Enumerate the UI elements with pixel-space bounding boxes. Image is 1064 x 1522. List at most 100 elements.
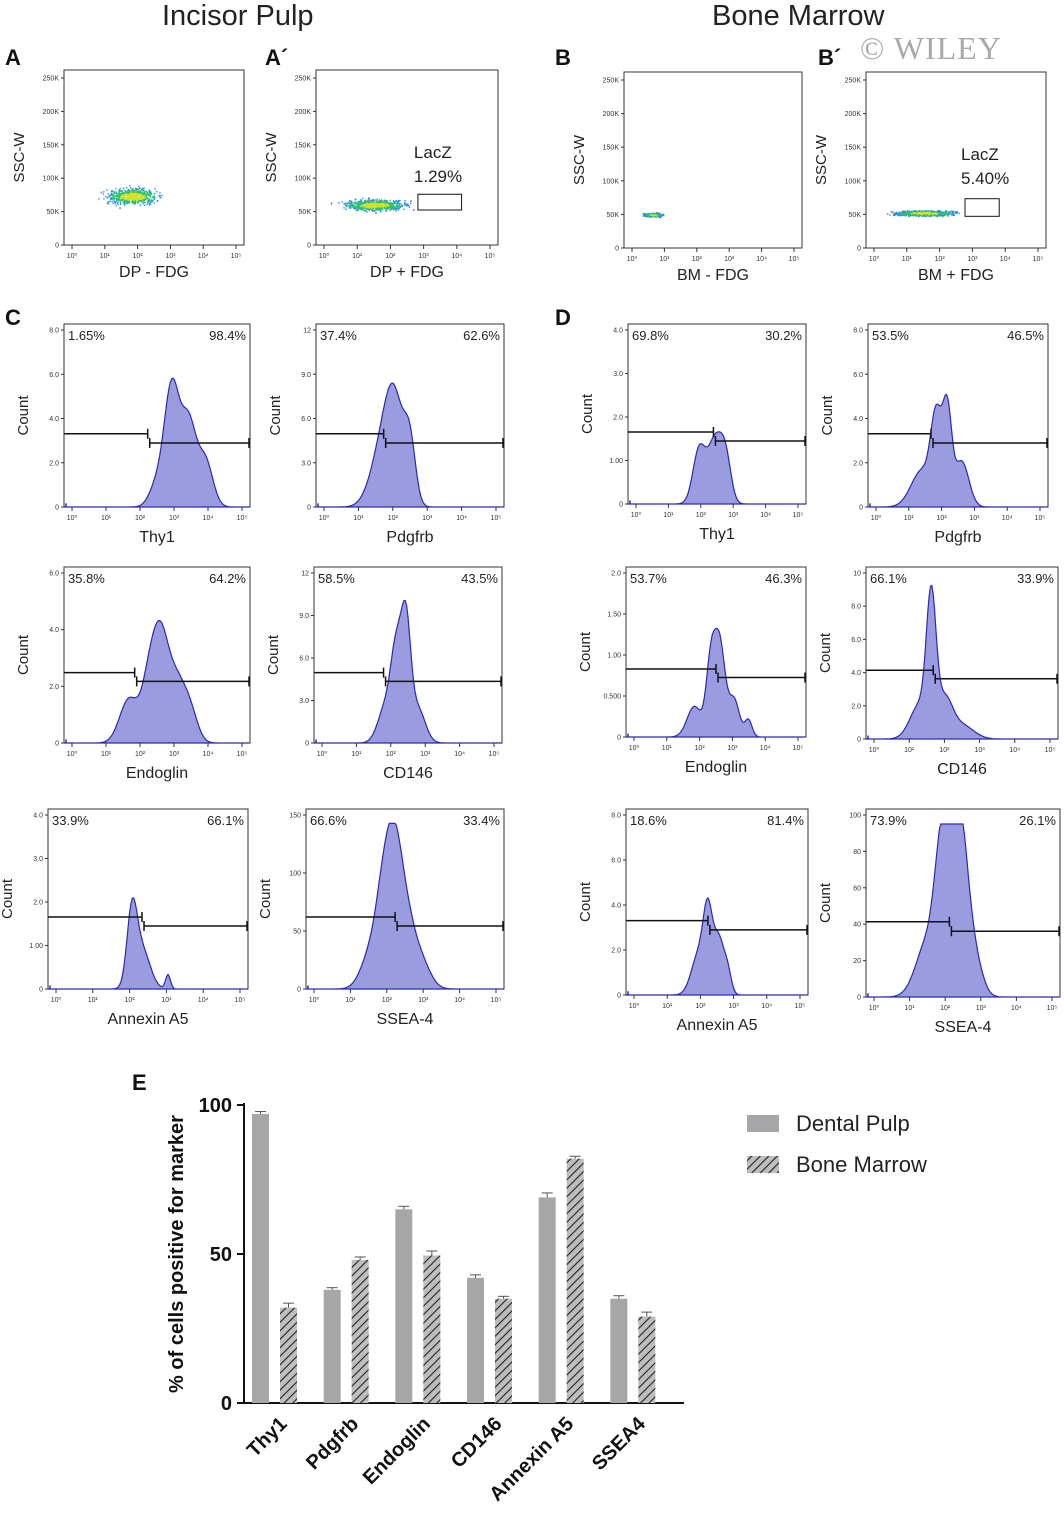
histogram-d-thy1-xtick-label: 10¹ (663, 512, 674, 519)
scatter-a2-event (355, 207, 358, 209)
histogram-d-pdgfrb-ylabel: Count (819, 395, 836, 436)
histogram-d-cd146-xtick-label: 10⁰ (869, 746, 880, 754)
histogram-c-thy1-ytick-label: 4.0 (49, 416, 59, 423)
scatter-a-event (127, 200, 129, 202)
scatter-b2-event (900, 212, 902, 215)
scatter-b2-event (947, 215, 949, 217)
scatter-a2-event (385, 199, 387, 202)
histogram-c-ssea-4-xlabel: SSEA-4 (377, 1011, 434, 1028)
scatter-b-frame (623, 71, 803, 249)
scatter-a-event (119, 202, 122, 204)
incisor-pulp-title: Incisor Pulp (162, 0, 314, 32)
scatter-a2-event (378, 202, 380, 204)
scatter-a2-event (372, 206, 374, 208)
scatter-a-event (131, 191, 134, 193)
scatter-b2-event (940, 211, 942, 214)
scatter-b2-event (929, 211, 931, 214)
histogram-d-annexin-a5-xlabel: Annexin A5 (677, 1017, 758, 1034)
scatter-b2-event (942, 213, 944, 216)
bar-ytick-label: 0 (221, 1393, 232, 1415)
histogram-d-annexin-a5-pos-percent: 81.4% (767, 813, 804, 828)
scatter-a-event (129, 190, 131, 192)
bar-dental-pulp-thy1 (252, 1113, 269, 1403)
histogram-c-thy1-pos-percent: 98.4% (209, 328, 246, 343)
scatter-a-event (145, 193, 147, 196)
scatter-a-event (117, 198, 119, 200)
scatter-a2-event (368, 202, 370, 204)
histogram-c-annexin-a5: 33.9% 66.1% 4.0 3.0 2.0 1.00 0 10⁰ 10¹ 10² 10³ 10⁴ 1… (0, 808, 249, 1028)
scatter-b2-gate-label: LacZ (961, 145, 999, 164)
scatter-b2-event (901, 212, 904, 214)
scatter-b2-event (942, 212, 944, 214)
scatter-b2-event (937, 211, 939, 214)
scatter-a2-event (373, 201, 376, 203)
scatter-a2-event (367, 208, 370, 211)
scatter-a-event (124, 194, 126, 196)
scatter-a2-event (399, 199, 401, 202)
scatter-a-event (141, 195, 144, 198)
scatter-a2-event (373, 210, 376, 212)
scatter-b-ytick-label: 100K (603, 178, 620, 185)
histogram-c-annexin-a5-xlabel: Annexin A5 (108, 1011, 189, 1028)
scatter-a2-gate-percent: 1.29% (414, 167, 462, 186)
scatter-b2-event (921, 212, 923, 214)
scatter-a-event (133, 189, 136, 192)
scatter-a2-event (374, 199, 376, 201)
scatter-a2-event (406, 203, 409, 205)
scatter-a-event (129, 191, 131, 193)
histogram-c-cd146-xtick-label: 10¹ (351, 751, 362, 758)
scatter-a2-event (356, 209, 358, 212)
scatter-b2-event (915, 212, 917, 214)
histogram-c-pdgfrb-xtick-label: 10¹ (353, 515, 364, 522)
scatter-a-event (132, 190, 135, 193)
histogram-c-endoglin-xtick-label: 10³ (169, 751, 180, 758)
scatter-a2-event (398, 207, 401, 210)
scatter-a2-event (356, 204, 358, 207)
scatter-b2-event (916, 212, 919, 214)
scatter-a-event (106, 189, 108, 191)
bar-dental-pulp-annexin-a5 (538, 1197, 556, 1403)
scatter-a2-event (400, 203, 402, 205)
scatter-a2-event (357, 208, 359, 210)
scatter-a-event (125, 186, 128, 189)
scatter-a2-event (380, 208, 382, 211)
scatter-a2-event (397, 204, 399, 206)
scatter-b2-xtick-label: 10¹ (902, 256, 913, 263)
scatter-b2-event (944, 212, 946, 215)
scatter-a-event (114, 201, 116, 204)
histogram-c-endoglin-pos-percent: 64.2% (209, 571, 246, 586)
scatter-a-event (127, 198, 129, 200)
scatter-a2-event (378, 205, 380, 207)
scatter-a2-event (380, 205, 383, 208)
scatter-a2-gate-label: LacZ (414, 143, 452, 162)
scatter-a2-event (365, 205, 367, 207)
scatter-a2-event (378, 201, 380, 203)
histogram-c-pdgfrb-xtick-label: 10⁵ (491, 515, 502, 522)
scatter-a2-event (355, 206, 357, 208)
histogram-c-ssea-4-xtick-label: 10¹ (345, 997, 356, 1004)
scatter-a2-event (360, 203, 362, 206)
wiley-watermark: © WILEY (860, 30, 1002, 66)
histogram-d-cd146-xtick-label: 10² (939, 747, 950, 754)
scatter-a2-event (396, 205, 398, 208)
scatter-b2-event (919, 211, 922, 214)
scatter-b2-event (918, 209, 921, 212)
scatter-b2-event (955, 211, 957, 213)
scatter-a2-event (346, 203, 348, 205)
scatter-a-event (134, 200, 137, 202)
scatter-a-event (150, 201, 152, 203)
scatter-b2-event (909, 212, 911, 214)
histogram-d-pdgfrb-ytick-label: 4.0 (853, 416, 863, 423)
scatter-b-event (657, 212, 659, 215)
histogram-d-pdgfrb-ytick-label: 0 (859, 505, 863, 512)
scatter-a-event (120, 196, 122, 199)
scatter-b2-event (922, 212, 924, 214)
scatter-a2-event (372, 201, 374, 203)
histogram-d-pdgfrb-xtick-label: 10² (937, 515, 948, 522)
scatter-a-event (129, 193, 131, 195)
scatter-a-event (134, 191, 136, 193)
scatter-a-event (145, 197, 148, 199)
scatter-a2-event (387, 206, 390, 209)
scatter-b2-event (907, 211, 910, 213)
scatter-a2-event (361, 204, 363, 207)
